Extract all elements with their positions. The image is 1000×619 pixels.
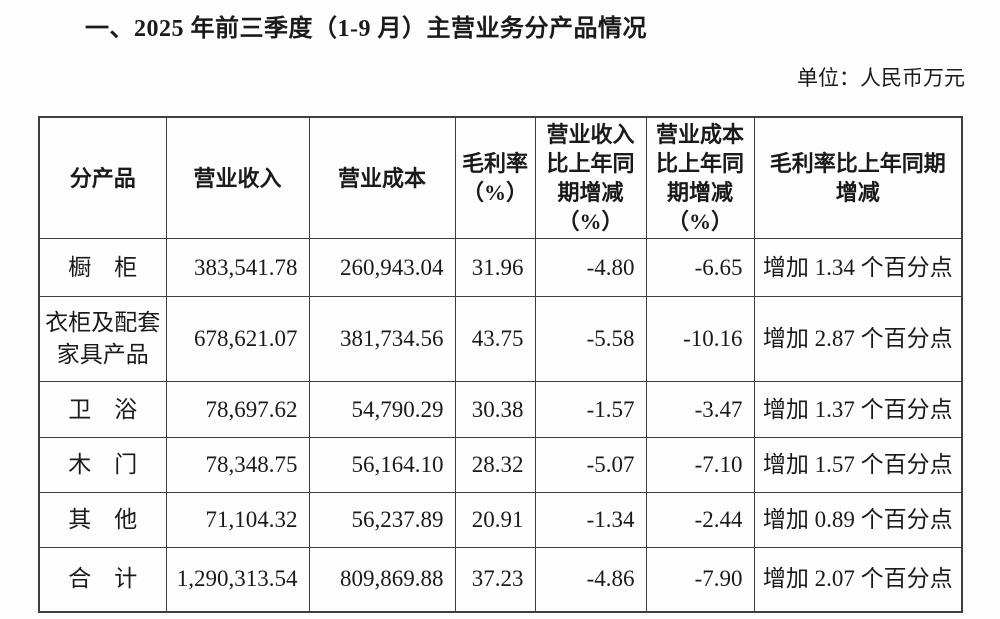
header-cell-cost_yoy: 营业成本 比上年同 期增减 （%） (645, 116, 755, 240)
header-cell-revenue: 营业收入 (165, 116, 310, 240)
cell-cost_yoy: -7.10 (645, 437, 755, 494)
table-header-row: 分产品 营业收入 营业成本 毛利率 （%） 营业收入 比上年同 期增减 （%） 营业成本 … (38, 116, 963, 240)
cell-product: 木 门 (38, 437, 167, 494)
cell-product: 合 计 (38, 547, 167, 613)
cell-revenue: 78,697.62 (165, 381, 310, 439)
cell-cost: 56,237.89 (308, 492, 456, 549)
cell-revenue: 1,290,313.54 (165, 547, 310, 613)
cell-gross_margin: 20.91 (454, 492, 536, 549)
cell-product: 衣柜及配套 家具产品 (38, 296, 167, 383)
cell-margin_yoy: 增加 1.57 个百分点 (753, 437, 963, 494)
unit-label: 单位：人民币万元 (797, 66, 965, 90)
cell-product: 其 他 (38, 492, 167, 549)
cell-margin_yoy: 增加 0.89 个百分点 (753, 492, 963, 549)
cell-gross_margin: 31.96 (454, 238, 536, 298)
header-cell-margin_yoy: 毛利率比上年同期 增减 (753, 116, 963, 240)
cell-product: 橱 柜 (38, 238, 167, 298)
table-row: 合 计 1,290,313.54 809,869.88 37.23 -4.86 -7.90… (38, 547, 963, 613)
header-cell-revenue_yoy: 营业收入 比上年同 期增减 （%） (534, 116, 647, 240)
cell-product: 卫 浴 (38, 381, 167, 439)
cell-revenue: 383,541.78 (165, 238, 310, 298)
cell-revenue_yoy: -5.58 (534, 296, 647, 383)
cell-cost: 260,943.04 (308, 238, 456, 298)
page-title: 一、2025 年前三季度（1-9 月）主营业务分产品情况 (85, 16, 647, 42)
cell-cost_yoy: -3.47 (645, 381, 755, 439)
cell-cost: 809,869.88 (308, 547, 456, 613)
table-header: 分产品 营业收入 营业成本 毛利率 （%） 营业收入 比上年同 期增减 （%） 营业成本 … (38, 116, 963, 240)
cell-revenue: 78,348.75 (165, 437, 310, 494)
cell-revenue: 678,621.07 (165, 296, 310, 383)
cell-margin_yoy: 增加 2.07 个百分点 (753, 547, 963, 613)
table-body: 橱 柜 383,541.78 260,943.04 31.96 -4.80 -6.65 增加… (38, 238, 963, 613)
cell-gross_margin: 37.23 (454, 547, 536, 613)
header-cell-cost: 营业成本 (308, 116, 456, 240)
cell-cost: 56,164.10 (308, 437, 456, 494)
cell-gross_margin: 28.32 (454, 437, 536, 494)
table-row: 衣柜及配套 家具产品 678,621.07 381,734.56 43.75 -5.58… (38, 296, 963, 383)
header-cell-product: 分产品 (38, 116, 167, 240)
cell-revenue_yoy: -4.80 (534, 238, 647, 298)
cell-margin_yoy: 增加 1.34 个百分点 (753, 238, 963, 298)
cell-revenue_yoy: -1.34 (534, 492, 647, 549)
table-row: 卫 浴 78,697.62 54,790.29 30.38 -1.57 -3.47 增加 1… (38, 381, 963, 439)
cell-revenue_yoy: -4.86 (534, 547, 647, 613)
cell-cost_yoy: -2.44 (645, 492, 755, 549)
cell-gross_margin: 30.38 (454, 381, 536, 439)
cell-margin_yoy: 增加 1.37 个百分点 (753, 381, 963, 439)
table-row: 其 他 71,104.32 56,237.89 20.91 -1.34 -2.44 增加 0… (38, 492, 963, 549)
table-row: 木 门 78,348.75 56,164.10 28.32 -5.07 -7.10 增加 1… (38, 437, 963, 494)
cell-cost_yoy: -7.90 (645, 547, 755, 613)
table-row: 橱 柜 383,541.78 260,943.04 31.96 -4.80 -6.65 增加… (38, 238, 963, 298)
cell-revenue: 71,104.32 (165, 492, 310, 549)
cell-revenue_yoy: -1.57 (534, 381, 647, 439)
cell-gross_margin: 43.75 (454, 296, 536, 383)
cell-cost: 54,790.29 (308, 381, 456, 439)
cell-cost_yoy: -10.16 (645, 296, 755, 383)
header-cell-gross_margin: 毛利率 （%） (454, 116, 536, 240)
cell-margin_yoy: 增加 2.87 个百分点 (753, 296, 963, 383)
cell-revenue_yoy: -5.07 (534, 437, 647, 494)
cell-cost_yoy: -6.65 (645, 238, 755, 298)
cell-cost: 381,734.56 (308, 296, 456, 383)
product-table: 分产品 营业收入 营业成本 毛利率 （%） 营业收入 比上年同 期增减 （%） 营业成本 … (38, 116, 963, 613)
